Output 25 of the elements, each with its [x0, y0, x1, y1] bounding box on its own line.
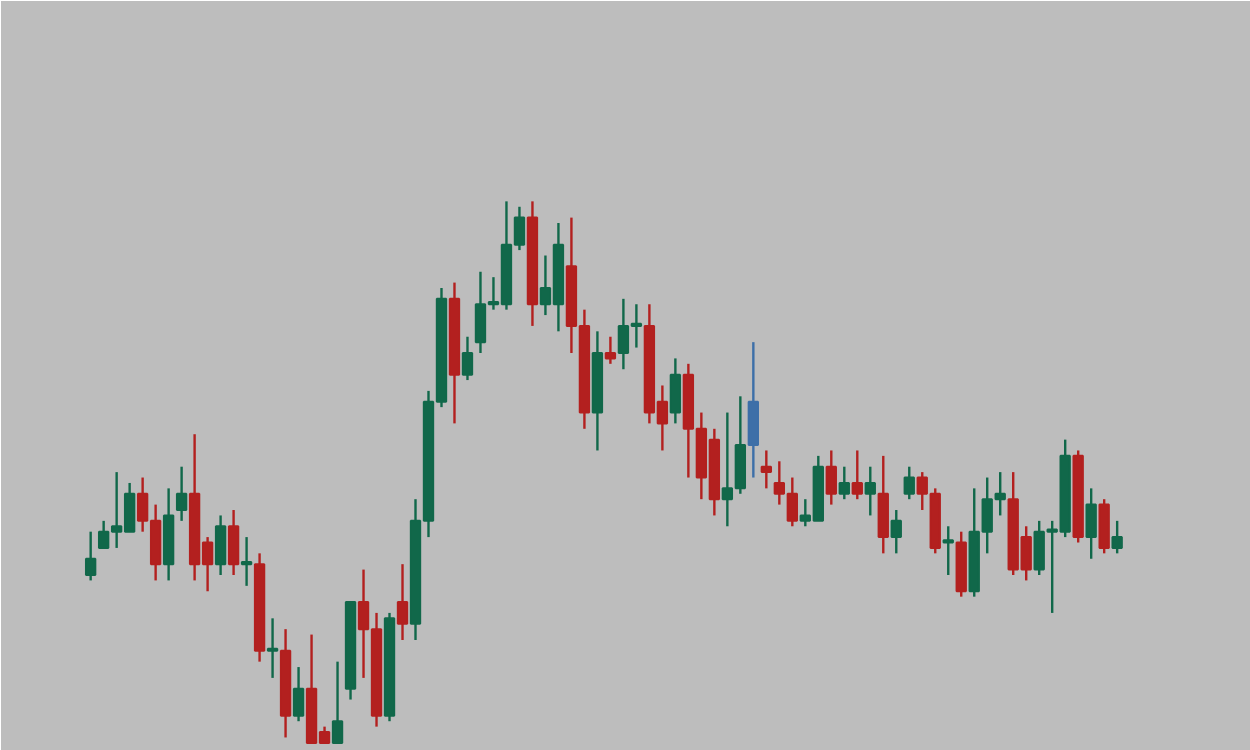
candlestick	[864, 465, 876, 517]
candlestick	[227, 508, 240, 577]
candlestick	[903, 465, 915, 501]
candlestick	[851, 449, 863, 501]
candlestick	[760, 449, 773, 490]
candlestick	[240, 535, 253, 588]
candlestick	[461, 335, 474, 382]
candlestick	[825, 449, 837, 506]
candlestick	[1098, 497, 1110, 555]
candlestick	[396, 562, 409, 642]
candlestick	[266, 617, 279, 680]
candlestick	[1085, 487, 1097, 560]
candlestick	[331, 660, 344, 745]
candlestick	[838, 465, 850, 501]
candlestick	[1111, 519, 1123, 555]
candlestick	[877, 454, 889, 555]
candlestick	[175, 465, 188, 523]
candlestick	[604, 335, 617, 366]
candlestick	[942, 525, 954, 577]
candlestick	[890, 508, 902, 555]
candlestick	[669, 357, 682, 425]
candlestick	[214, 514, 227, 577]
candlestick	[292, 665, 305, 723]
candlestick	[84, 530, 97, 582]
candlestick	[747, 340, 760, 479]
